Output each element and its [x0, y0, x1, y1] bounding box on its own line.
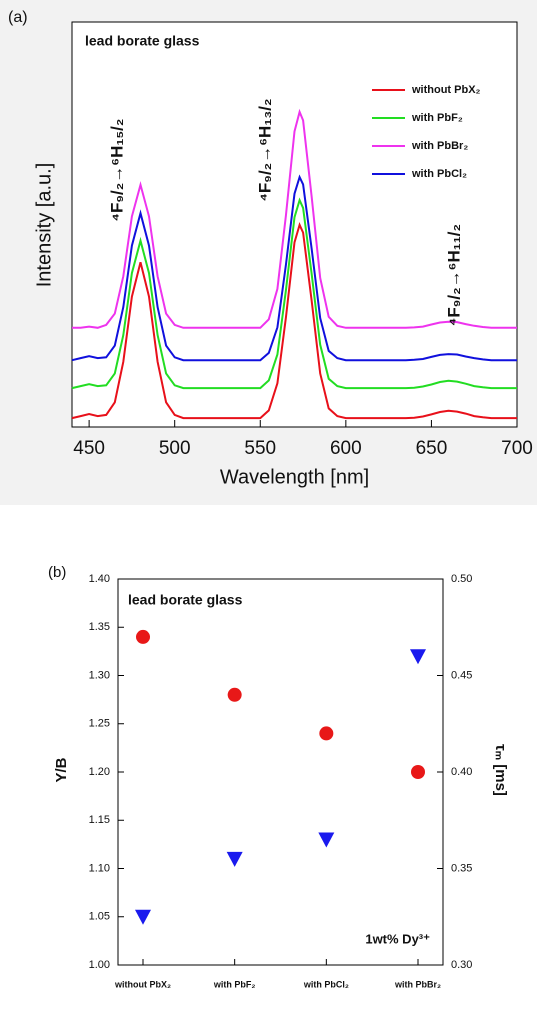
y2-tick-label: 0.35	[451, 862, 472, 874]
data-point	[319, 726, 334, 741]
transition-annotation: ⁴F₉/₂→⁶H₁₁/₂	[444, 224, 463, 326]
legend-label: without PbX₂	[411, 84, 481, 96]
y-tick-label: 1.35	[89, 621, 110, 633]
legend-label: with PbF₂	[411, 112, 463, 124]
y-tick-label: 1.40	[89, 573, 110, 585]
panel-label: (b)	[48, 564, 66, 581]
plot-area-b	[117, 578, 444, 966]
data-point	[411, 765, 425, 779]
spectrum-line	[71, 222, 517, 420]
x-tick-label: with PbF₂	[213, 979, 256, 989]
y2-tick-label: 0.30	[451, 959, 472, 971]
y-tick-label: 1.10	[89, 862, 110, 874]
y2-axis-label: τₘ [ms]	[492, 744, 509, 796]
spectrum-line	[71, 197, 517, 390]
data-point	[135, 909, 151, 925]
x-tick-label: 700	[501, 438, 533, 459]
x-tick-label: 650	[416, 438, 448, 459]
spectrum-line	[71, 174, 517, 362]
x-tick-label: 450	[73, 438, 105, 459]
x-tick-label: without PbX₂	[114, 979, 171, 989]
legend-label: with PbBr₂	[411, 140, 468, 152]
y-tick-label: 1.30	[89, 669, 110, 681]
y2-tick-label: 0.50	[451, 573, 472, 585]
y2-tick-label: 0.45	[451, 669, 472, 681]
x-tick-label: 550	[244, 438, 276, 459]
transition-annotation: ⁴F₉/₂→⁶H₁₅/₂	[107, 119, 126, 222]
data-point	[136, 629, 150, 644]
panel-label: (a)	[8, 9, 28, 26]
x-tick-label: 500	[159, 438, 191, 459]
data-point	[227, 687, 242, 702]
x-tick-label: with PbBr₂	[394, 979, 441, 989]
annotation: 1wt% Dy³⁺	[365, 931, 430, 946]
y-tick-label: 1.15	[89, 814, 110, 826]
y-tick-label: 1.25	[89, 718, 110, 730]
y-tick-label: 1.00	[89, 959, 110, 971]
data-point	[318, 832, 335, 848]
y-tick-label: 1.05	[89, 911, 110, 923]
y-axis-label: Intensity [a.u.]	[33, 163, 55, 288]
y-axis-label: Y/B	[53, 757, 70, 782]
chart-title: lead borate glass	[128, 592, 243, 608]
spectrum-line	[72, 108, 517, 329]
legend-label: with PbCl₂	[411, 168, 467, 180]
x-tick-label: with PbCl₂	[303, 979, 349, 989]
y-tick-label: 1.20	[89, 766, 110, 778]
chart-title: lead borate glass	[85, 33, 200, 49]
y2-tick-label: 0.40	[451, 766, 472, 778]
x-axis-label: Wavelength [nm]	[220, 466, 369, 488]
data-point	[410, 649, 426, 665]
data-point	[226, 851, 243, 867]
transition-annotation: ⁴F₉/₂→⁶H₁₃/₂	[255, 99, 274, 202]
x-tick-label: 600	[330, 438, 362, 459]
